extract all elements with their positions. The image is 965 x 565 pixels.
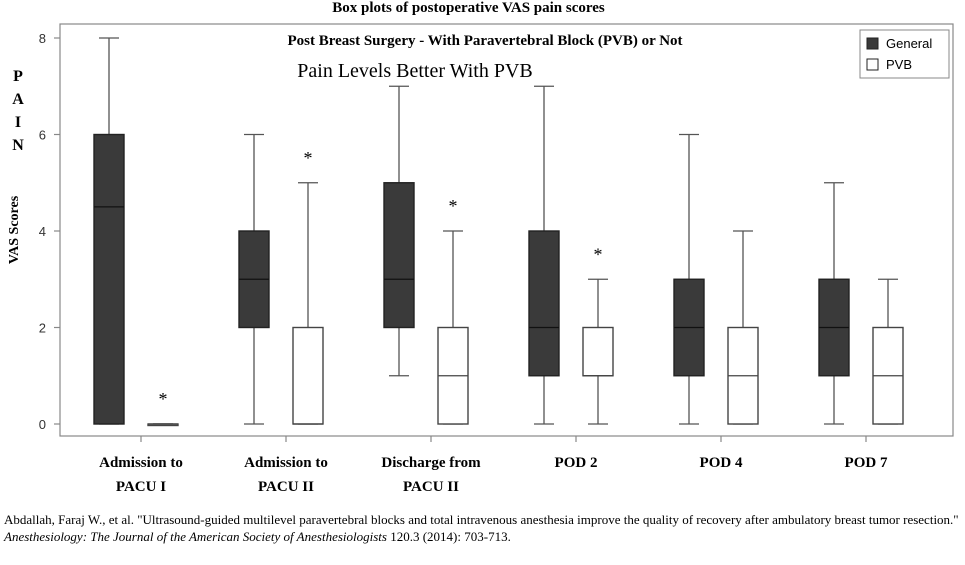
legend-label-general: General (886, 36, 932, 51)
legend-swatch-general (866, 37, 879, 50)
y-tick-label: 8 (39, 31, 46, 46)
citation: Abdallah, Faraj W., et al. "Ultrasound-g… (4, 511, 959, 545)
x-tick-label: POD 4 (700, 455, 743, 471)
y-axis-label: VAS Scores (7, 195, 22, 264)
y-tick-label: 4 (39, 224, 46, 239)
y-tick-label: 2 (39, 321, 46, 336)
citation-journal: Anesthesiology: The Journal of the Ameri… (4, 529, 387, 544)
significance-marker: * (594, 244, 603, 264)
box-general (93, 133, 125, 425)
figure-title: Box plots of postoperative VAS pain scor… (332, 0, 605, 16)
box-plot-chart: 0 2 4 6 8 VAS Scores Post Breast Surgery - Wit… (7, 23, 954, 495)
y-tick-label: 6 (39, 128, 46, 143)
significance-marker: * (159, 389, 168, 409)
x-tick-label: Admission to (99, 455, 183, 471)
box-pvb (292, 326, 324, 425)
legend-swatch-pvb (866, 58, 879, 71)
pain-letter-n: N (12, 137, 24, 154)
box-pvb (582, 326, 614, 377)
y-tick-label: 0 (39, 417, 46, 432)
x-tick-label: PACU II (403, 479, 459, 495)
box-general (383, 182, 415, 329)
legend-label-pvb: PVB (886, 57, 912, 72)
plot-frame (59, 23, 954, 437)
chart-title: Post Breast Surgery - With Paravertebral… (287, 33, 682, 49)
box-general (528, 230, 560, 377)
citation-authors-title: Abdallah, Faraj W., et al. "Ultrasound-g… (4, 512, 959, 527)
chart-subtitle: Pain Levels Better With PVB (297, 60, 532, 82)
pain-letter-a: A (12, 91, 24, 108)
x-tick-label: Discharge from (381, 455, 481, 471)
significance-marker: * (449, 196, 458, 216)
x-tick-label: Admission to (244, 455, 328, 471)
x-tick-label: POD 2 (555, 455, 598, 471)
pain-letter-p: P (13, 68, 23, 85)
x-tick-label: PACU I (116, 479, 166, 495)
citation-details: 120.3 (2014): 703-713. (390, 529, 511, 544)
pain-letter-i: I (14, 114, 22, 131)
x-tick-label: PACU II (258, 479, 314, 495)
significance-marker: * (304, 148, 313, 168)
x-tick-label: POD 7 (845, 455, 888, 471)
